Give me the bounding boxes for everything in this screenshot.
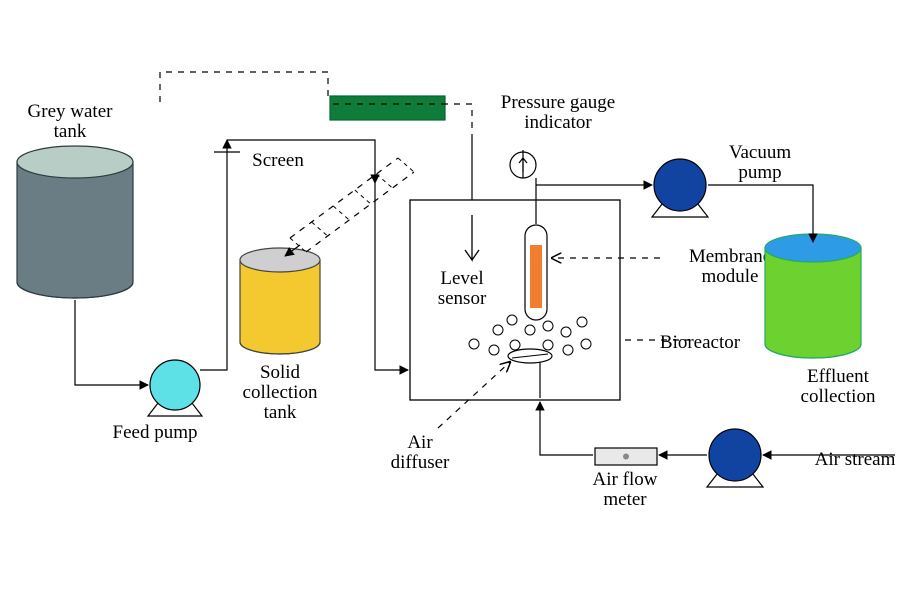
air-pump: [707, 429, 763, 487]
effluent-tank: [765, 234, 861, 358]
grey-water-tank: [17, 146, 133, 298]
controller-box: [330, 96, 445, 120]
feed-pump-label: Feed pump: [113, 422, 198, 443]
pressure-gauge-label: Pressure gaugeindicator: [501, 92, 616, 133]
grey-water-tank-label: Grey watertank: [28, 101, 114, 142]
vacuum-pump: [652, 159, 708, 217]
air-diffuser-label: Airdiffuser: [391, 432, 450, 473]
solid-collection-tank: [240, 248, 320, 354]
membrane-module-label: Membranemodule: [689, 246, 771, 287]
air-stream-label: Air stream: [815, 449, 896, 470]
screen: [290, 158, 414, 252]
solid-collection-tank-label: Solidcollectiontank: [243, 362, 318, 423]
bioreactor-label: Bioreactor: [660, 332, 741, 353]
level-sensor-label: Levelsensor: [438, 268, 487, 309]
feed-pump: [148, 360, 202, 416]
vacuum-pump-label: Vacuumpump: [729, 142, 791, 183]
screen-label: Screen: [252, 150, 304, 171]
effluent-label: Effluentcollection: [801, 366, 876, 407]
air-flow-meter-label: Air flowmeter: [593, 469, 658, 510]
